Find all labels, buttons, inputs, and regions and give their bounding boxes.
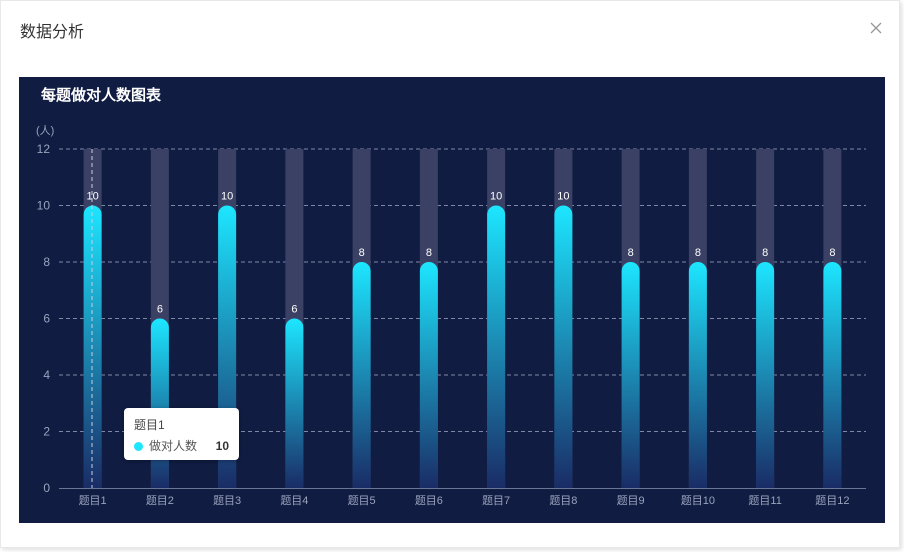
data-bar[interactable] — [621, 262, 640, 488]
x-tick-label: 题目11 — [748, 494, 781, 507]
y-tick-label: 2 — [43, 425, 50, 439]
x-tick-label: 题目9 — [617, 494, 645, 507]
x-tick-label: 题目1 — [79, 494, 107, 507]
x-tick-label: 题目4 — [280, 494, 308, 507]
x-tick-label: 题目6 — [415, 494, 443, 507]
data-bar[interactable] — [823, 262, 842, 488]
bar-value-label: 8 — [426, 247, 432, 259]
data-bar[interactable] — [419, 262, 438, 488]
data-bar[interactable] — [352, 262, 371, 488]
close-icon[interactable] — [869, 21, 883, 35]
y-tick-label: 4 — [43, 368, 50, 382]
tooltip-series-dot — [134, 441, 143, 451]
data-bar[interactable] — [487, 205, 506, 489]
x-tick-label: 题目7 — [482, 494, 510, 507]
bar-value-label: 10 — [490, 191, 502, 203]
bar-value-label: 8 — [829, 247, 835, 259]
data-bar[interactable] — [285, 318, 304, 489]
y-tick-label: 0 — [43, 481, 50, 495]
x-tick-label: 题目12 — [815, 494, 849, 507]
bar-value-label: 10 — [557, 191, 569, 203]
bar-chart: 每题做对人数图表 (人) 10 6 10 6 8 8 10 10 8 8 8 8 0 2 4 6 8 10 12 题… — [36, 86, 866, 507]
tooltip-series-name: 做对人数 — [149, 439, 198, 453]
y-tick-label: 12 — [37, 142, 51, 156]
y-axis-unit-label: (人) — [36, 124, 54, 137]
bar-value-label: 8 — [695, 247, 701, 259]
chart-tooltip: 题目1 做对人数 10 — [124, 408, 239, 460]
data-bar[interactable] — [756, 262, 775, 488]
dialog-header: 数据分析 — [1, 1, 899, 59]
bar-value-label: 6 — [291, 304, 297, 316]
bar-value-label: 8 — [628, 247, 634, 259]
data-bar[interactable] — [688, 262, 707, 488]
chart-panel: 每题做对人数图表 (人) 10 6 10 6 8 8 10 10 8 8 8 8 0 2 4 6 8 10 12 题… — [19, 77, 885, 523]
chart-title: 每题做对人数图表 — [41, 86, 162, 104]
x-tick-label: 题目10 — [681, 494, 715, 507]
y-tick-label: 6 — [43, 312, 50, 326]
bar-value-label: 8 — [762, 247, 768, 259]
y-tick-label: 10 — [37, 199, 51, 213]
tooltip-row: 做对人数 10 — [134, 437, 229, 455]
y-tick-label: 8 — [43, 255, 50, 269]
data-bar[interactable] — [554, 205, 573, 489]
data-bar[interactable] — [83, 205, 102, 488]
x-tick-label: 题目2 — [146, 494, 174, 507]
x-tick-label: 题目8 — [549, 494, 577, 507]
x-tick-label: 题目3 — [213, 494, 241, 507]
bar-value-label: 10 — [87, 191, 99, 203]
bar-value-label: 10 — [221, 191, 233, 203]
bar-value-label: 8 — [359, 247, 365, 259]
data-bar[interactable] — [150, 318, 169, 489]
tooltip-value: 10 — [215, 439, 229, 453]
dialog-title: 数据分析 — [20, 24, 85, 41]
tooltip-title: 题目1 — [134, 418, 165, 432]
bar-value-label: 6 — [157, 304, 163, 316]
x-tick-label: 题目5 — [348, 494, 376, 507]
